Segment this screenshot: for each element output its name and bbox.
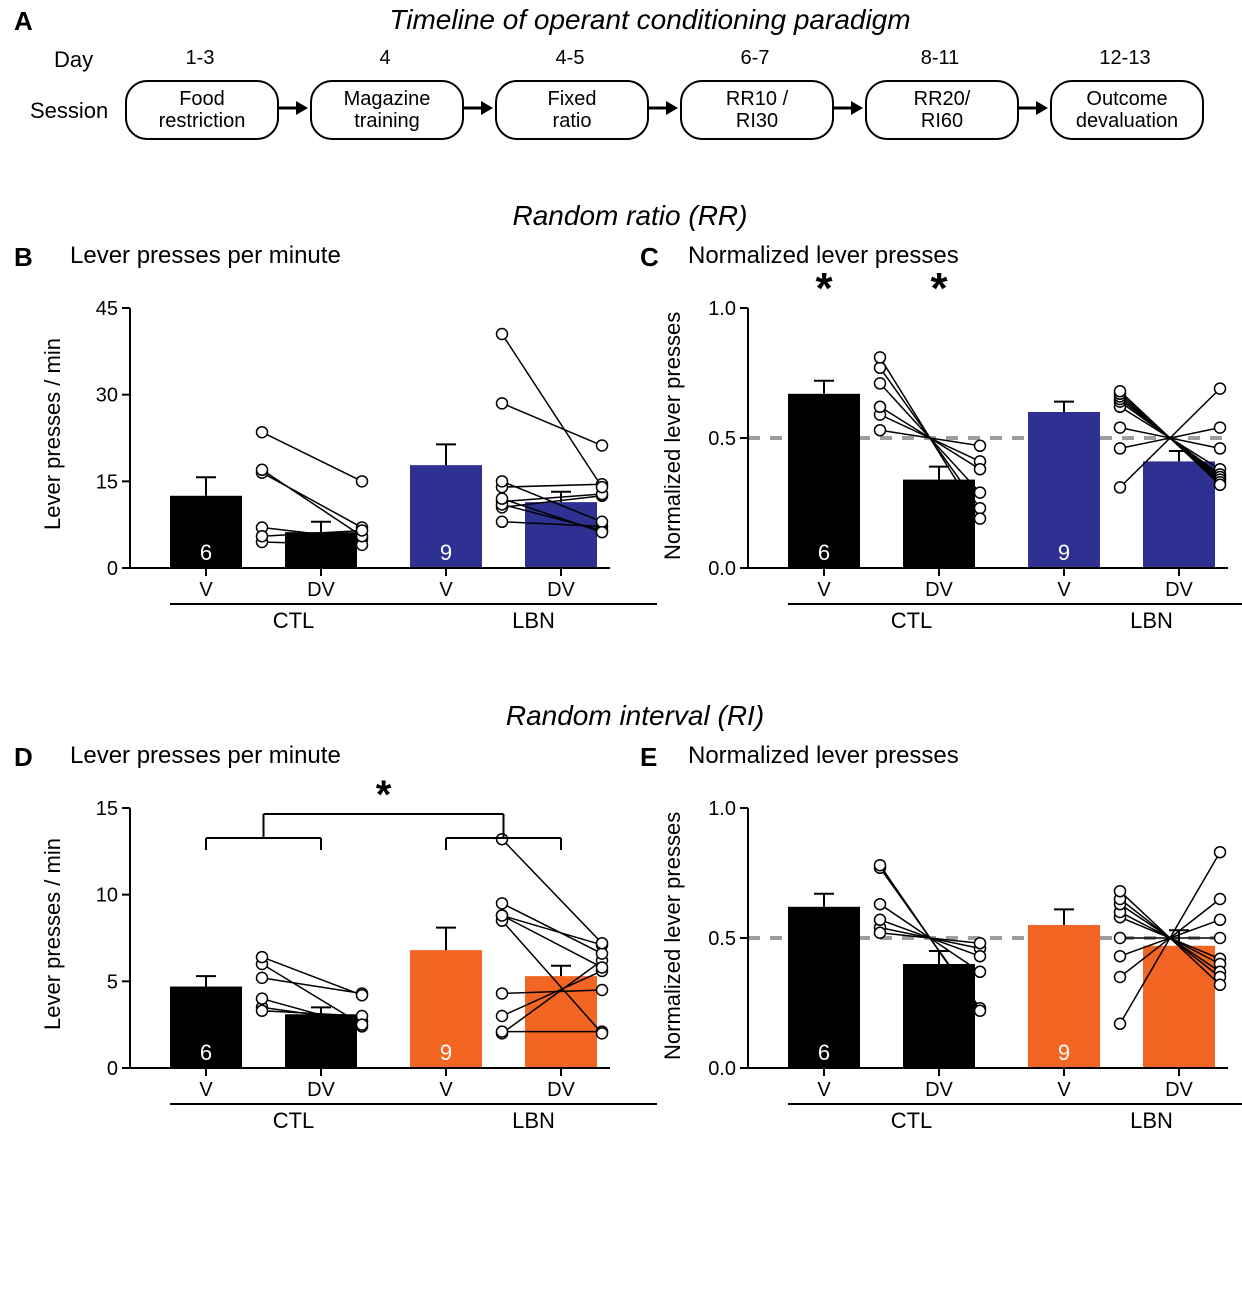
chart-c-ylabel: Normalized lever presses xyxy=(660,312,686,560)
chart-d: 69*051015VDVVDVCTLLBN xyxy=(100,788,600,1148)
svg-text:9: 9 xyxy=(440,1040,452,1065)
timeline-session: Magazinetraining xyxy=(310,80,464,140)
svg-text:6: 6 xyxy=(818,1040,830,1065)
svg-text:9: 9 xyxy=(440,540,452,565)
svg-text:DV: DV xyxy=(547,579,575,601)
timeline-day: 12-13 xyxy=(1085,47,1165,70)
svg-text:V: V xyxy=(817,1079,831,1101)
svg-text:30: 30 xyxy=(96,385,118,407)
svg-text:V: V xyxy=(1057,1079,1071,1101)
svg-text:6: 6 xyxy=(200,540,212,565)
svg-text:CTL: CTL xyxy=(891,608,933,633)
svg-text:DV: DV xyxy=(307,1079,335,1101)
chart-d-ylabel: Lever presses / min xyxy=(40,838,66,1030)
svg-text:0.0: 0.0 xyxy=(708,558,736,580)
svg-text:6: 6 xyxy=(818,540,830,565)
timeline-session: RR20/RI60 xyxy=(865,80,1019,140)
svg-text:15: 15 xyxy=(96,471,118,493)
svg-text:0: 0 xyxy=(107,558,118,580)
svg-text:*: * xyxy=(815,264,833,313)
svg-text:6: 6 xyxy=(200,1040,212,1065)
timeline-day: 4-5 xyxy=(530,47,610,70)
chart-e-ylabel: Normalized lever presses xyxy=(660,812,686,1060)
svg-text:*: * xyxy=(930,264,948,313)
svg-text:LBN: LBN xyxy=(512,608,555,633)
svg-text:0.0: 0.0 xyxy=(708,1058,736,1080)
chart-c: 69**0.00.51.0VDVVDVCTLLBN xyxy=(718,288,1218,648)
svg-text:CTL: CTL xyxy=(273,608,315,633)
figure: A Timeline of operant conditioning parad… xyxy=(0,0,1242,1300)
panel-e-subtitle: Normalized lever presses xyxy=(688,742,959,770)
panel-b-letter: B xyxy=(14,242,33,273)
svg-text:CTL: CTL xyxy=(891,1108,933,1133)
svg-text:V: V xyxy=(199,1079,213,1101)
panel-b-subtitle: Lever presses per minute xyxy=(70,242,341,270)
panel-d-subtitle: Lever presses per minute xyxy=(70,742,341,770)
timeline-session: Fixedratio xyxy=(495,80,649,140)
svg-text:V: V xyxy=(1057,579,1071,601)
svg-text:LBN: LBN xyxy=(512,1108,555,1133)
ri-title: Random interval (RI) xyxy=(420,700,850,732)
timeline-session: RR10 /RI30 xyxy=(680,80,834,140)
svg-text:45: 45 xyxy=(96,298,118,320)
chart-b: 690153045VDVVDVCTLLBN xyxy=(100,288,600,648)
svg-text:0.5: 0.5 xyxy=(708,428,736,450)
chart-e: 690.00.51.0VDVVDVCTLLBN xyxy=(718,788,1218,1148)
svg-text:DV: DV xyxy=(547,1079,575,1101)
svg-text:LBN: LBN xyxy=(1130,608,1173,633)
svg-text:V: V xyxy=(817,579,831,601)
chart-b-ylabel: Lever presses / min xyxy=(40,338,66,530)
timeline-day: 1-3 xyxy=(160,47,240,70)
svg-text:CTL: CTL xyxy=(273,1108,315,1133)
timeline-day: 8-11 xyxy=(900,47,980,70)
svg-text:9: 9 xyxy=(1058,1040,1070,1065)
svg-text:V: V xyxy=(439,1079,453,1101)
svg-text:V: V xyxy=(199,579,213,601)
svg-text:V: V xyxy=(439,579,453,601)
svg-text:1.0: 1.0 xyxy=(708,798,736,820)
svg-text:LBN: LBN xyxy=(1130,1108,1173,1133)
panel-e-letter: E xyxy=(640,742,657,773)
timeline-session: Foodrestriction xyxy=(125,80,279,140)
svg-text:DV: DV xyxy=(1165,1079,1193,1101)
svg-text:9: 9 xyxy=(1058,540,1070,565)
svg-text:DV: DV xyxy=(925,1079,953,1101)
svg-text:*: * xyxy=(376,773,392,817)
svg-text:DV: DV xyxy=(307,579,335,601)
svg-text:DV: DV xyxy=(1165,579,1193,601)
panel-c-letter: C xyxy=(640,242,659,273)
svg-text:0.5: 0.5 xyxy=(708,928,736,950)
svg-text:DV: DV xyxy=(925,579,953,601)
svg-text:15: 15 xyxy=(96,798,118,820)
timeline-session: Outcomedevaluation xyxy=(1050,80,1204,140)
svg-text:1.0: 1.0 xyxy=(708,298,736,320)
panel-d-letter: D xyxy=(14,742,33,773)
svg-text:10: 10 xyxy=(96,885,118,907)
svg-text:5: 5 xyxy=(107,971,118,993)
svg-text:0: 0 xyxy=(107,1058,118,1080)
timeline-day: 6-7 xyxy=(715,47,795,70)
timeline-day: 4 xyxy=(345,47,425,70)
rr-title: Random ratio (RR) xyxy=(430,200,830,232)
